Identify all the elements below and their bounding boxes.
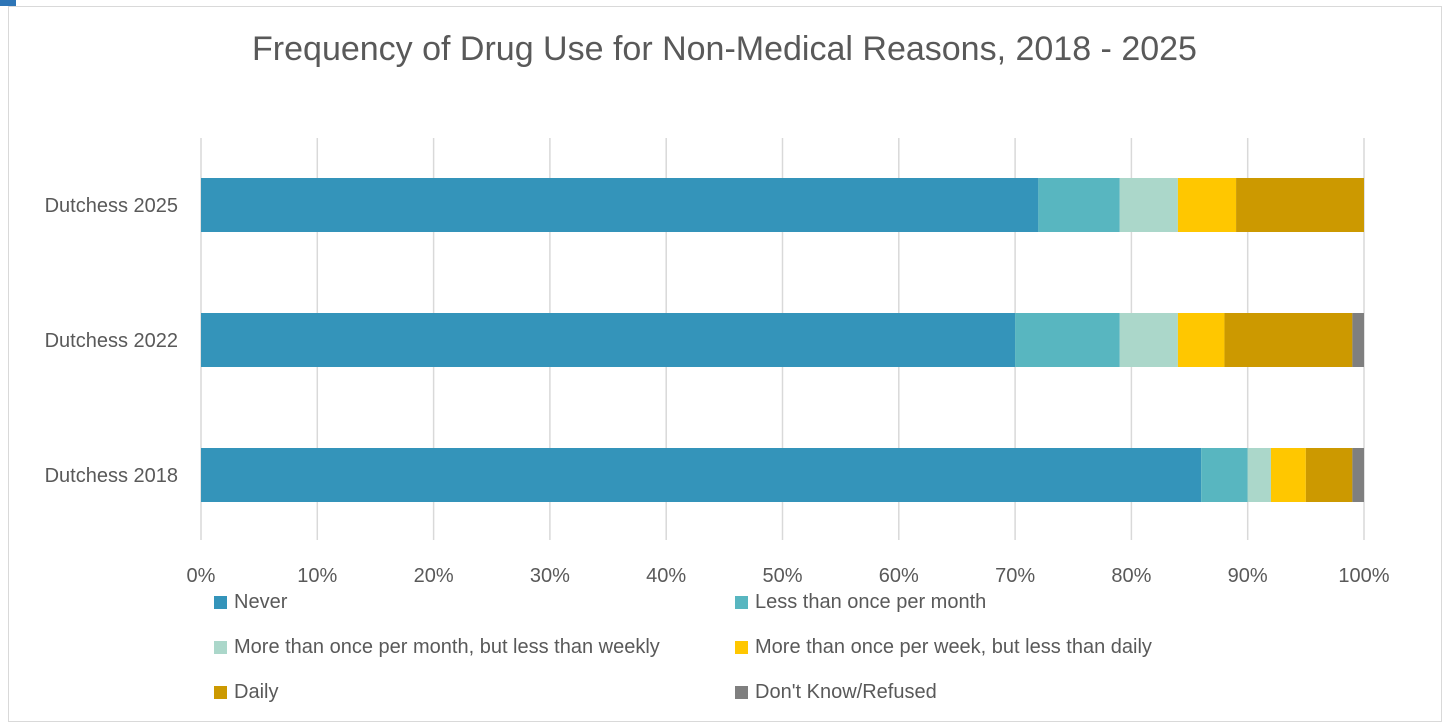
y-category-label: Dutchess 2018 [45, 465, 178, 487]
bar-segment [201, 313, 1016, 367]
x-tick-label: 80% [1111, 565, 1151, 587]
x-tick-label: 0% [187, 565, 216, 587]
legend-item: Don't Know/Refused [735, 681, 937, 704]
y-category-label: Dutchess 2022 [45, 330, 178, 352]
legend-item: More than once per week, but less than d… [735, 636, 1152, 659]
bar-segment [1224, 313, 1353, 367]
x-tick-label: 20% [414, 565, 454, 587]
legend-swatch [735, 686, 748, 699]
bar-segment [1119, 313, 1178, 367]
legend-item: Less than once per month [735, 591, 986, 614]
legend-swatch [214, 641, 227, 654]
bar-segment [1119, 178, 1178, 232]
bar-segment [1177, 178, 1237, 232]
corner-accent [0, 0, 16, 6]
x-tick-label: 10% [297, 565, 337, 587]
chart-title: Frequency of Drug Use for Non-Medical Re… [252, 30, 1197, 68]
bar-segment [1015, 313, 1120, 367]
bar-segment [1352, 448, 1364, 502]
bar-segment [1201, 448, 1248, 502]
y-category-label: Dutchess 2025 [45, 195, 178, 217]
legend-item: Never [214, 591, 287, 614]
x-tick-label: 40% [646, 565, 686, 587]
x-tick-label: 50% [762, 565, 802, 587]
legend-swatch [214, 596, 227, 609]
legend-swatch [735, 641, 748, 654]
bar-segment [1177, 313, 1225, 367]
bar-segment [1236, 178, 1364, 232]
bar-segment [1352, 313, 1364, 367]
bar-segment [1270, 448, 1306, 502]
legend-swatch [214, 686, 227, 699]
legend-label: Less than once per month [755, 591, 987, 613]
bar-segment [201, 448, 1202, 502]
legend-item: Daily [214, 681, 278, 704]
bar-segment [1305, 448, 1353, 502]
legend-item: More than once per month, but less than … [214, 636, 660, 659]
x-tick-label: 90% [1228, 565, 1268, 587]
bar-segment [1038, 178, 1120, 232]
legend-label: Daily [234, 681, 279, 703]
bar-segment [1247, 448, 1271, 502]
x-tick-label: 30% [530, 565, 570, 587]
x-tick-label: 70% [995, 565, 1035, 587]
legend-label: Don't Know/Refused [755, 681, 937, 703]
x-tick-label: 60% [879, 565, 919, 587]
legend-swatch [735, 596, 748, 609]
legend-label: Never [234, 591, 288, 613]
bar-segment [201, 178, 1039, 232]
legend-label: More than once per month, but less than … [234, 636, 660, 658]
legend-label: More than once per week, but less than d… [755, 636, 1152, 658]
x-tick-label: 100% [1338, 565, 1389, 587]
